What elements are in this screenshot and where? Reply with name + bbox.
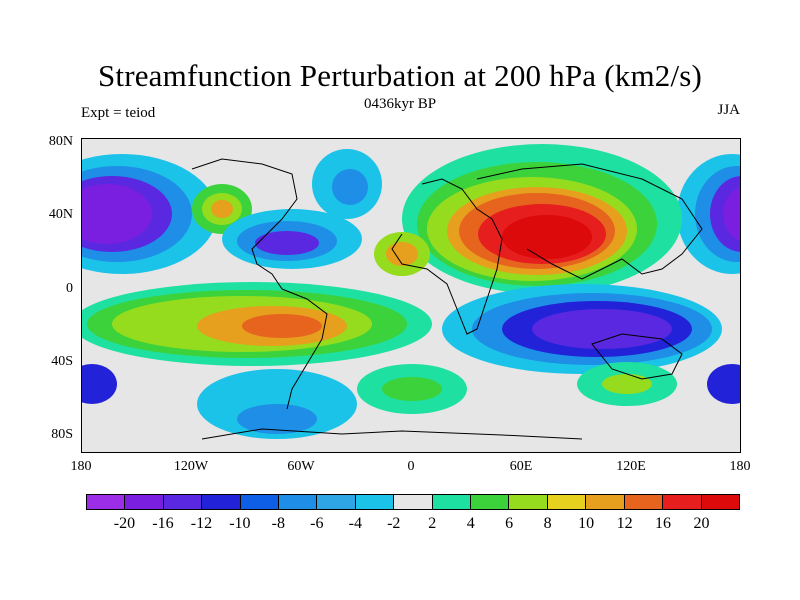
colorbar-swatch bbox=[509, 495, 548, 509]
colorbar-swatch bbox=[355, 495, 395, 509]
contour-eurasia-high bbox=[402, 144, 682, 294]
colorbar-swatch bbox=[87, 495, 126, 509]
lon-label-120w: 120W bbox=[173, 459, 209, 474]
lon-label-180w: 180 bbox=[70, 459, 92, 474]
lon-label-60w: 60W bbox=[287, 459, 315, 474]
colorbar-tick-label: 6 bbox=[505, 515, 514, 532]
colorbar-swatch bbox=[240, 495, 280, 509]
colorbar-swatch bbox=[125, 495, 164, 509]
colorbar-tick-label: 8 bbox=[543, 515, 552, 532]
colorbar-tick-label: 16 bbox=[655, 515, 672, 532]
contour-indian-ocean-low bbox=[442, 284, 722, 374]
colorbar-tick-label: -6 bbox=[310, 515, 324, 532]
map-panel bbox=[81, 138, 741, 453]
contour-southern-ocean-highs bbox=[82, 362, 740, 414]
contour-nw-pacific-low bbox=[82, 154, 217, 274]
lat-label-80s: 80S bbox=[51, 427, 73, 442]
colorbar-tick-label: -8 bbox=[271, 515, 285, 532]
colorbar-swatch bbox=[432, 495, 472, 509]
colorbar-swatch bbox=[317, 495, 356, 509]
colorbar-swatch bbox=[624, 495, 664, 509]
colorbar-tick-label: -16 bbox=[152, 515, 174, 532]
lat-label-40s: 40S bbox=[51, 354, 73, 369]
colorbar-swatch bbox=[586, 495, 625, 509]
colorbar-tick-label: -4 bbox=[348, 515, 362, 532]
colorbar-swatch bbox=[547, 495, 587, 509]
colorbar-tick-label: -2 bbox=[387, 515, 401, 532]
colorbar-tick-label: 2 bbox=[428, 515, 437, 532]
contour-westafrica-high bbox=[374, 232, 430, 276]
lon-label-180e: 180 bbox=[729, 459, 751, 474]
colorbar-tick-label: 4 bbox=[466, 515, 475, 532]
experiment-label: Expt = teiod bbox=[81, 105, 156, 121]
contour-atlantic-low bbox=[222, 149, 382, 269]
colorbar-swatch bbox=[202, 495, 241, 509]
colorbar-swatch bbox=[394, 495, 433, 509]
lon-label-60e: 60E bbox=[509, 459, 533, 474]
colorbar-swatch bbox=[163, 495, 203, 509]
season-label: JJA bbox=[717, 102, 740, 118]
lon-label-0: 0 bbox=[407, 459, 415, 474]
contour-ne-pacific-low bbox=[677, 154, 740, 274]
contour-southern-lows bbox=[197, 369, 357, 439]
coastlines bbox=[191, 158, 703, 440]
colorbar-swatch bbox=[663, 495, 702, 509]
colorbar-tick-label: 12 bbox=[616, 515, 633, 532]
colorbar-swatch bbox=[279, 495, 318, 509]
colorbar-tick-label: -12 bbox=[190, 515, 213, 532]
lat-label-eq: 0 bbox=[66, 281, 73, 296]
colorbar bbox=[86, 494, 740, 510]
colorbar-tick-label: -10 bbox=[229, 515, 251, 532]
period-label: 0436kyr BP bbox=[363, 96, 437, 112]
streamfunction-map bbox=[82, 139, 740, 452]
contour-south-pacific-high bbox=[82, 282, 432, 366]
colorbar-tick-label: 10 bbox=[578, 515, 595, 532]
lon-label-120e: 120E bbox=[616, 459, 646, 474]
lat-label-80n: 80N bbox=[48, 134, 73, 149]
colorbar-swatch bbox=[701, 495, 739, 509]
colorbar-tick-label: 20 bbox=[693, 515, 710, 532]
colorbar-swatch bbox=[471, 495, 510, 509]
map-title: Streamfunction Perturbation at 200 hPa (… bbox=[97, 58, 703, 93]
lat-label-40n: 40N bbox=[48, 207, 73, 222]
colorbar-tick-label: -20 bbox=[113, 515, 136, 532]
